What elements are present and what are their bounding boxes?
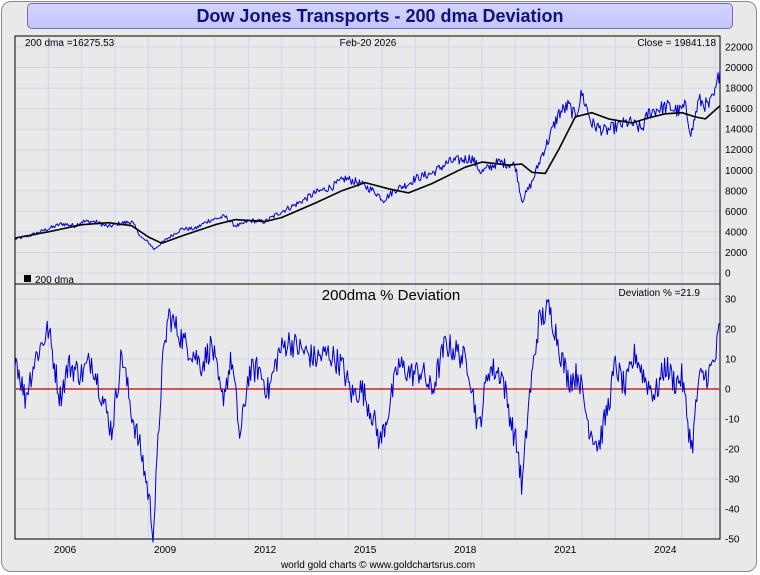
y-tick-label: 14000 [725,125,753,136]
x-tick-label: 2009 [154,545,177,556]
chart-title: Dow Jones Transports - 200 dma Deviation [27,3,733,29]
y-tick-label: 22000 [725,43,753,54]
y-tick-label: 30 [725,295,737,306]
deviation-line [14,299,721,543]
x-tick-label: 2024 [654,545,677,556]
y-tick-label: -40 [725,505,740,516]
y-tick-label: 6000 [725,207,748,218]
deviation-title: 200dma % Deviation [322,287,460,304]
x-tick-label: 2021 [554,545,577,556]
y-tick-label: 20000 [725,63,753,74]
axis-ticks: 0 2000 4000 6000 8000 10000 12000 14000 16000 180… [54,43,753,557]
deviation-value-label: Deviation % =21.9 [619,288,701,299]
x-tick-label: 2018 [454,545,477,556]
y-tick-label: 10000 [725,166,753,177]
dma-value-label: 200 dma =16275.53 [25,38,115,49]
y-tick-label: 16000 [725,104,753,115]
close-label: Close = 19841.18 [637,38,716,49]
y-tick-label: 0 [725,269,731,280]
y-tick-label: -50 [725,535,740,546]
price-line [14,69,721,251]
y-tick-label: 20 [725,325,737,336]
y-tick-label: -20 [725,445,740,456]
date-label: Feb-20 2026 [340,38,397,49]
y-tick-label: 0 [725,385,731,396]
legend-swatch [24,275,31,282]
y-tick-label: -10 [725,415,740,426]
y-tick-label: 4000 [725,227,748,238]
footer-credit: world gold charts © www.goldchartsrus.co… [280,560,475,571]
series-lines [14,69,721,543]
y-tick-label: -30 [725,475,740,486]
y-tick-label: 18000 [725,84,753,95]
y-tick-label: 10 [725,355,737,366]
x-tick-label: 2012 [254,545,277,556]
legend-dma: 200 dma [35,275,74,286]
y-tick-label: 12000 [725,145,753,156]
x-tick-label: 2006 [54,545,77,556]
dma-line [14,105,721,244]
y-tick-label: 2000 [725,248,748,259]
x-tick-label: 2015 [354,545,377,556]
y-tick-label: 8000 [725,186,748,197]
grid-lines [16,37,719,540]
plot-border [14,35,721,540]
